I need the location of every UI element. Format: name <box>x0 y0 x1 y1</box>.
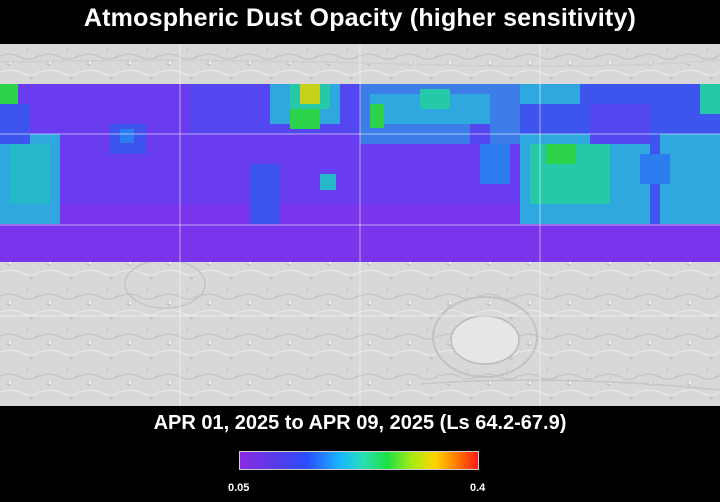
lat-lon-grid <box>0 44 720 406</box>
colorbar-min-label: 0.05 <box>228 482 250 494</box>
date-range-label: APR 01, 2025 to APR 09, 2025 (Ls 64.2-67… <box>153 412 567 434</box>
colorbar-max-label: 0.4 <box>470 482 486 494</box>
dust-opacity-map <box>0 44 720 406</box>
map-title: Atmospheric Dust Opacity (higher sensiti… <box>83 4 637 32</box>
colorbar <box>239 451 479 470</box>
